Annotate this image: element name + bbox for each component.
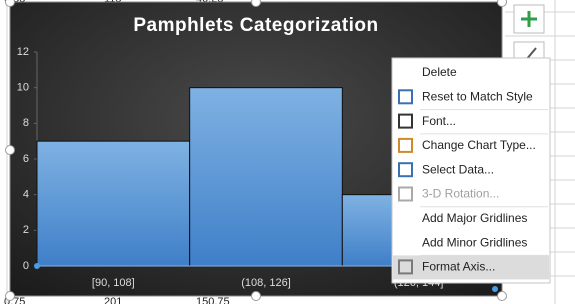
y-tick-label: 12 [17, 46, 29, 58]
x-tick-label: (108, 126] [241, 277, 291, 289]
menu-icon [398, 89, 413, 105]
menu-item[interactable]: Add Minor Gridlines [422, 235, 527, 249]
y-tick-label: 2 [23, 224, 29, 236]
resize-handle[interactable] [251, 291, 261, 301]
context-menu: Delete Reset to Match Style Font... Change … [391, 57, 551, 284]
menu-highlight [393, 255, 549, 280]
chart-elements-button[interactable] [513, 4, 545, 34]
bar [36, 140, 191, 267]
menu-item[interactable]: Select Data... [422, 162, 494, 176]
menu-icon [398, 113, 413, 129]
x-tick-label: [90, 108] [92, 277, 135, 289]
y-tick-label: 4 [23, 189, 29, 201]
y-tick-label: 0 [23, 260, 29, 272]
resize-handle[interactable] [5, 0, 15, 7]
menu-item[interactable]: Reset to Match Style [422, 89, 533, 103]
cell-text: 201 [104, 296, 122, 304]
menu-icon [398, 259, 413, 275]
y-tick-label: 10 [17, 82, 29, 94]
resize-handle[interactable] [251, 0, 261, 7]
menu-item: 3-D Rotation... [422, 187, 499, 201]
menu-item[interactable]: Add Major Gridlines [422, 211, 527, 225]
axis-handle [492, 286, 498, 292]
chart-title: Pamphlets Categorization [133, 15, 378, 36]
axis-handle [34, 263, 40, 269]
menu-item[interactable]: Delete [422, 65, 457, 79]
cell-text: 150.75 [196, 296, 230, 304]
menu-item[interactable]: Format Axis... [422, 260, 495, 274]
menu-icon [398, 137, 413, 153]
menu-icon [398, 162, 413, 178]
resize-handle[interactable] [5, 145, 15, 155]
resize-handle[interactable] [497, 291, 507, 301]
y-tick-label: 6 [23, 153, 29, 165]
resize-handle[interactable] [497, 0, 507, 7]
menu-icon [398, 186, 413, 202]
y-tick-label: 8 [23, 117, 29, 129]
menu-item[interactable]: Change Chart Type... [422, 138, 536, 152]
bar [189, 87, 343, 267]
resize-handle[interactable] [5, 291, 15, 301]
menu-item[interactable]: Font... [422, 114, 456, 128]
cell-text: 0.75 [4, 296, 25, 304]
